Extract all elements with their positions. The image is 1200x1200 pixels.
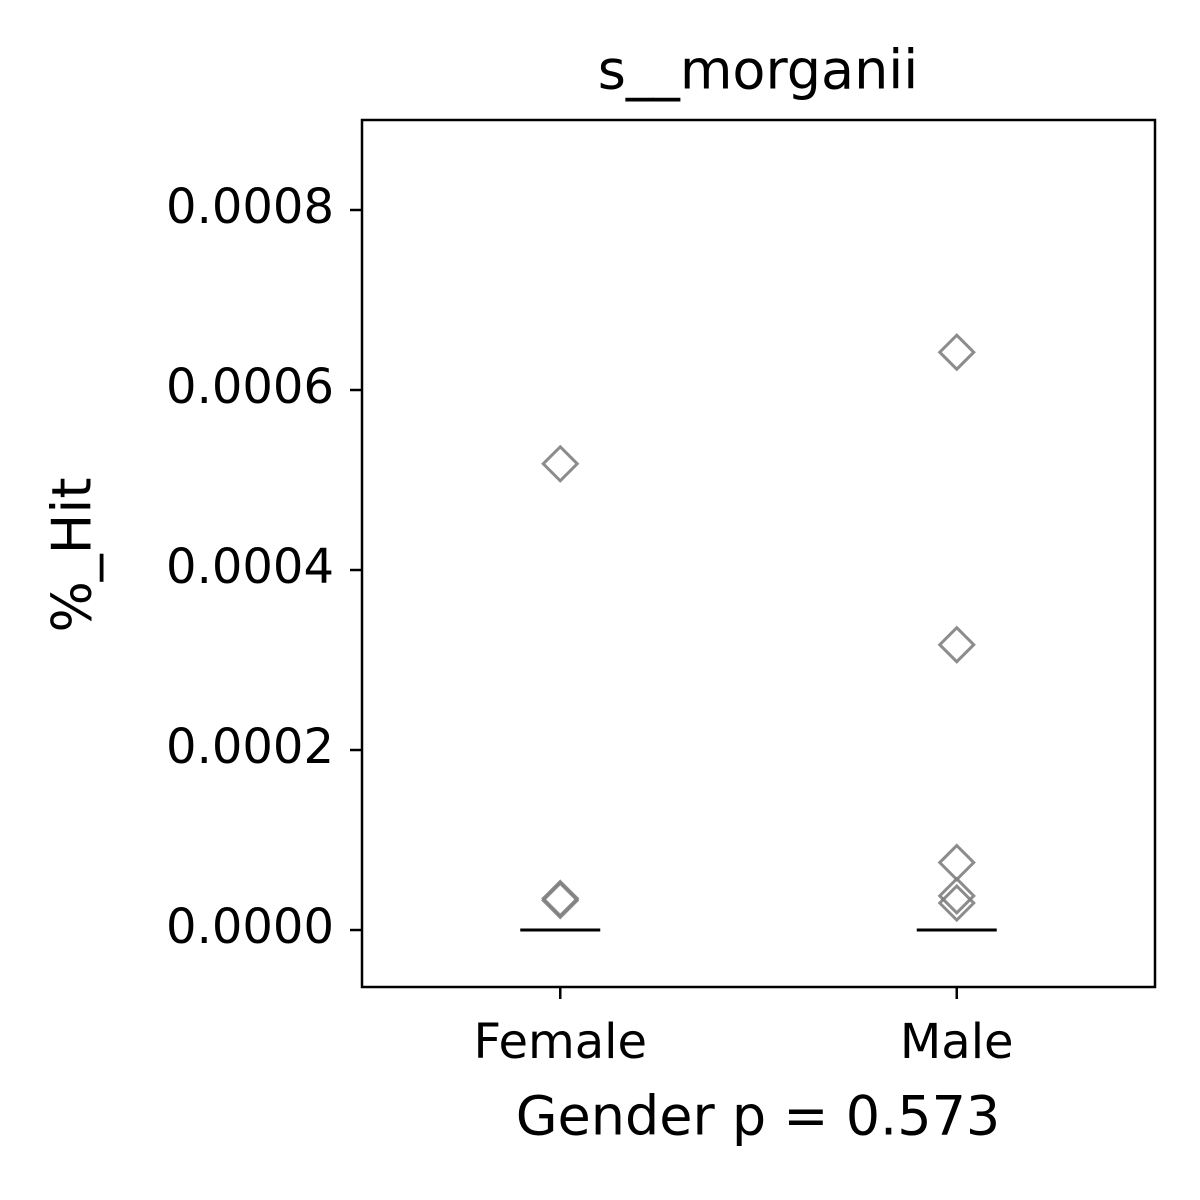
y-tick-label: 0.0000 [166, 899, 334, 955]
y-axis-label: %_Hit [41, 477, 104, 632]
point [937, 625, 976, 664]
x-tick-label: Male [900, 1014, 1014, 1070]
point [937, 843, 976, 882]
y-tick-label: 0.0006 [166, 359, 334, 415]
point [937, 333, 976, 372]
point [937, 876, 976, 915]
chart-title: s__morganii [598, 39, 919, 102]
point [937, 883, 976, 923]
y-tick-label: 0.0008 [166, 179, 334, 235]
point [541, 444, 580, 483]
plot-frame [360, 118, 1157, 989]
x-axis-label: Gender p = 0.573 [516, 1085, 1001, 1148]
point [541, 879, 580, 918]
x-tick-label: Female [473, 1014, 647, 1070]
y-tick-label: 0.0002 [166, 719, 334, 775]
y-tick-label: 0.0004 [166, 539, 334, 595]
point [541, 881, 580, 920]
